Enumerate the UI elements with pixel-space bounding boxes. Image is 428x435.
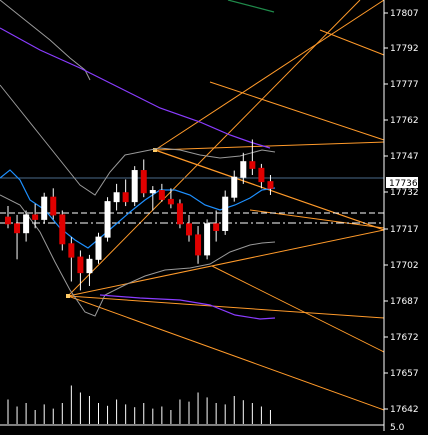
candle-body[interactable] xyxy=(158,190,165,200)
price-tick-label: 17732 xyxy=(390,188,419,198)
candle-body[interactable] xyxy=(14,223,21,234)
channel-line-5 xyxy=(67,295,385,319)
candle-body[interactable] xyxy=(77,256,84,274)
channel-lower-line xyxy=(67,295,385,411)
ma-slow-lower-line xyxy=(99,294,276,320)
price-tick-label: 17792 xyxy=(390,44,419,54)
price-tick-label: 17702 xyxy=(390,261,419,271)
candle-body[interactable] xyxy=(131,170,138,203)
price-tick-label: 17762 xyxy=(390,116,419,126)
candle-body[interactable] xyxy=(213,223,220,231)
candle-body[interactable] xyxy=(140,170,147,194)
candle-body[interactable] xyxy=(50,196,57,216)
volume-scale-label: 5.0 xyxy=(390,423,405,431)
channel-line-3 xyxy=(67,229,385,297)
candle-body[interactable] xyxy=(222,196,229,231)
ma-slow-upper-line xyxy=(0,27,271,149)
candle-body[interactable] xyxy=(32,214,39,220)
candle-body[interactable] xyxy=(176,203,183,225)
candle-body[interactable] xyxy=(41,196,48,220)
candle-body[interactable] xyxy=(149,190,156,194)
candle-body[interactable] xyxy=(186,223,192,236)
bollinger-upper-band xyxy=(0,84,276,196)
bollinger-lower-band xyxy=(0,194,276,317)
channel-line-9 xyxy=(209,81,385,141)
candle-body[interactable] xyxy=(258,167,265,183)
channel-anchor-top[interactable] xyxy=(153,148,157,152)
candle-body[interactable] xyxy=(59,214,66,245)
price-tick-label: 17747 xyxy=(390,152,419,162)
candle-body[interactable] xyxy=(167,198,174,205)
candle-body[interactable] xyxy=(267,181,274,189)
price-tick-label: 17672 xyxy=(390,333,419,343)
bollinger-upper-band-tail xyxy=(0,0,91,81)
channel-line-8 xyxy=(154,141,385,151)
current-price-marker xyxy=(386,177,418,188)
channel-line-10 xyxy=(319,29,385,56)
candle-body[interactable] xyxy=(122,192,129,203)
price-tick-label: 17642 xyxy=(390,405,419,415)
price-tick-label: 17777 xyxy=(390,80,419,90)
price-tick-label: 17807 xyxy=(390,9,419,19)
channel-line-7 xyxy=(211,265,385,353)
candle-body[interactable] xyxy=(86,258,93,274)
candle-body[interactable] xyxy=(104,201,111,238)
current-price-label: 17736 xyxy=(389,179,418,189)
candle-body[interactable] xyxy=(95,236,102,260)
candle-body[interactable] xyxy=(240,161,247,178)
candle-body[interactable] xyxy=(249,161,256,169)
price-tick-label: 17717 xyxy=(390,225,419,235)
channel-median-line xyxy=(154,149,385,231)
candle-body[interactable] xyxy=(68,243,75,258)
candle-body[interactable] xyxy=(195,234,202,256)
candle-body[interactable] xyxy=(113,192,120,203)
ma-fast-line xyxy=(0,169,276,249)
candle-body[interactable] xyxy=(23,214,30,234)
channel-line-2 xyxy=(154,0,385,151)
ma-green-line xyxy=(227,0,275,13)
candle-body[interactable] xyxy=(204,223,211,256)
candle-body[interactable] xyxy=(5,216,11,225)
price-tick-label: 17687 xyxy=(390,297,419,307)
candle-body[interactable] xyxy=(231,176,238,198)
channel-anchor-bottom[interactable] xyxy=(66,294,70,298)
price-tick-label: 17657 xyxy=(390,369,419,379)
